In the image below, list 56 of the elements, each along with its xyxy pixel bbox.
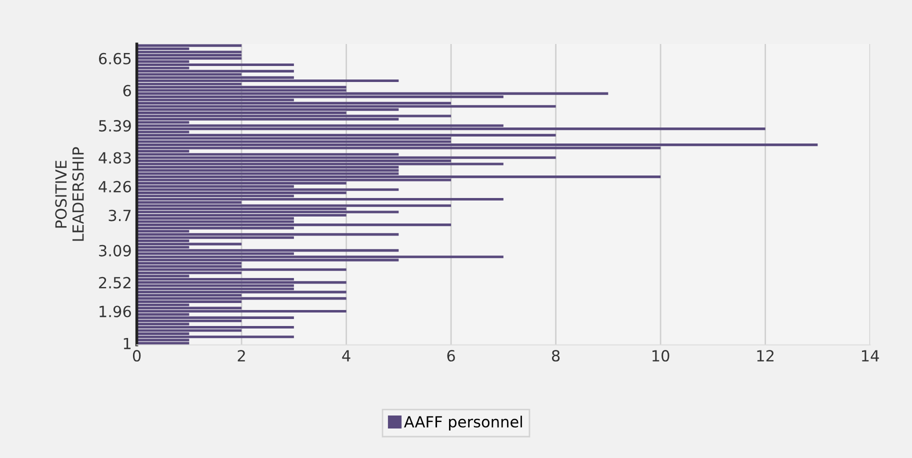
y-tick-label: 3.7 xyxy=(108,210,131,222)
bar xyxy=(136,204,452,207)
bar xyxy=(136,156,556,159)
y-tick-label: 6 xyxy=(123,84,131,96)
x-tick-label: 8 xyxy=(552,350,560,362)
bar xyxy=(136,316,294,319)
bar xyxy=(136,162,504,166)
bar xyxy=(136,134,556,136)
bar xyxy=(136,242,242,246)
bar xyxy=(136,224,452,226)
y-tick-label: 5.39 xyxy=(99,120,131,132)
bar xyxy=(136,114,452,118)
y-tick-label: 3.09 xyxy=(99,244,131,256)
bar xyxy=(136,198,504,201)
bar xyxy=(136,342,190,345)
bar xyxy=(136,290,346,294)
bar xyxy=(136,188,399,191)
bar xyxy=(136,169,399,172)
bar xyxy=(136,128,766,130)
bar xyxy=(136,70,294,72)
x-tick-label: 2 xyxy=(238,350,245,362)
y-axis-title: POSITIVE LEADERSHIP xyxy=(55,147,84,241)
x-tick-label: 12 xyxy=(757,350,774,362)
bar xyxy=(136,144,818,146)
x-tick-label: 10 xyxy=(652,350,670,362)
y-tick-label: 4.83 xyxy=(98,152,131,164)
x-tick-label: 4 xyxy=(342,350,350,362)
bar xyxy=(136,326,294,329)
y-tick-label: 6.65 xyxy=(98,52,131,64)
y-tick-label: 1.96 xyxy=(100,306,131,318)
x-tick-label: 0 xyxy=(132,350,141,362)
bar xyxy=(136,80,399,82)
y-tick-label: 4.26 xyxy=(98,180,131,192)
bar xyxy=(136,233,399,236)
x-tick-label: 6 xyxy=(447,350,455,362)
bar xyxy=(136,86,346,88)
bar xyxy=(136,50,242,54)
bar xyxy=(136,176,661,178)
bar xyxy=(136,92,608,95)
bar xyxy=(136,336,294,338)
bar xyxy=(136,105,556,108)
bar xyxy=(136,44,242,47)
y-tick-label: 1 xyxy=(124,338,131,350)
bar xyxy=(136,297,346,300)
bar xyxy=(136,63,294,66)
y-tick-label: 2.52 xyxy=(99,276,130,288)
bar xyxy=(136,210,399,214)
bar xyxy=(136,256,504,258)
x-tick-label: 14 xyxy=(862,350,879,362)
bar xyxy=(136,268,346,271)
bar xyxy=(136,57,242,60)
legend-label: AAFF personnel xyxy=(404,416,522,431)
bar xyxy=(136,54,242,56)
bar xyxy=(136,281,346,284)
bar xyxy=(136,249,399,252)
bar xyxy=(136,310,346,313)
